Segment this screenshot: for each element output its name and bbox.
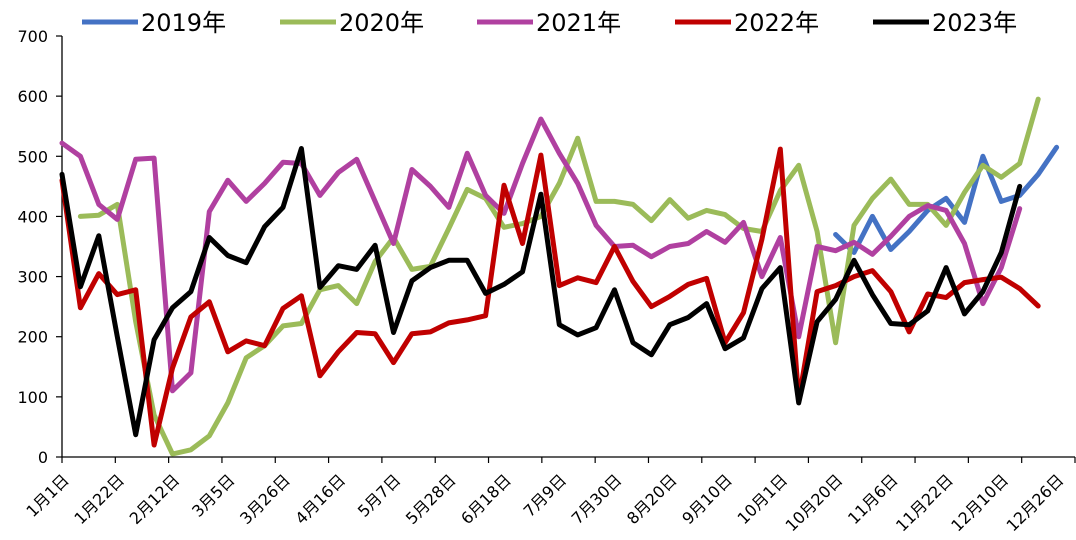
series-line-4 [59,146,1041,448]
x-tick-label: 10月20日 [782,470,847,535]
y-tick-label: 200 [17,328,48,347]
x-tick-label: 12月10日 [947,470,1012,535]
x-tick-label: 11月6日 [844,470,902,528]
x-tick-label: 4月16日 [291,470,349,528]
series-line-2 [77,96,1041,457]
plot-area [59,96,1060,457]
series-line-3 [59,116,1023,394]
y-tick-label: 700 [17,27,48,46]
x-tick-label: 10月1日 [733,470,791,528]
legend-label: 2022年 [734,9,819,37]
x-tick-label: 3月5日 [188,470,238,520]
y-tick-label: 600 [17,87,48,106]
x-tick-label: 1月22日 [70,470,128,528]
x-tick-label: 5月28日 [402,470,460,528]
x-tick-label: 8月20日 [623,470,681,528]
legend-label: 2020年 [339,9,424,37]
y-axis: 0 100 200 300 400 500 600 700 [17,27,63,467]
series-line-5 [59,146,1023,438]
x-tick-label: 7月30日 [568,470,626,528]
x-tick-label: 9月10日 [678,470,736,528]
y-tick-label: 500 [17,147,48,166]
x-tick-label: 1月1日 [22,470,72,520]
x-tick-label: 11月22日 [892,470,957,535]
y-tick-label: 100 [17,388,48,407]
y-tick-label: 0 [38,448,48,467]
x-tick-label: 6月18日 [457,470,515,528]
y-tick-label: 300 [17,268,48,287]
x-tick-label: 2月12日 [126,470,184,528]
legend: 2019年 2020年 2021年 2022年 2023年 [82,9,1017,37]
legend-label: 2019年 [141,9,226,37]
x-tick-label: 12月26日 [1003,470,1068,535]
legend-label: 2021年 [536,9,621,37]
y-tick-label: 400 [17,207,48,226]
legend-label: 2023年 [932,9,1017,37]
x-tick-label: 7月9日 [520,470,570,520]
x-tick-label: 5月7日 [354,470,404,520]
x-tick-label: 3月26日 [236,470,294,528]
